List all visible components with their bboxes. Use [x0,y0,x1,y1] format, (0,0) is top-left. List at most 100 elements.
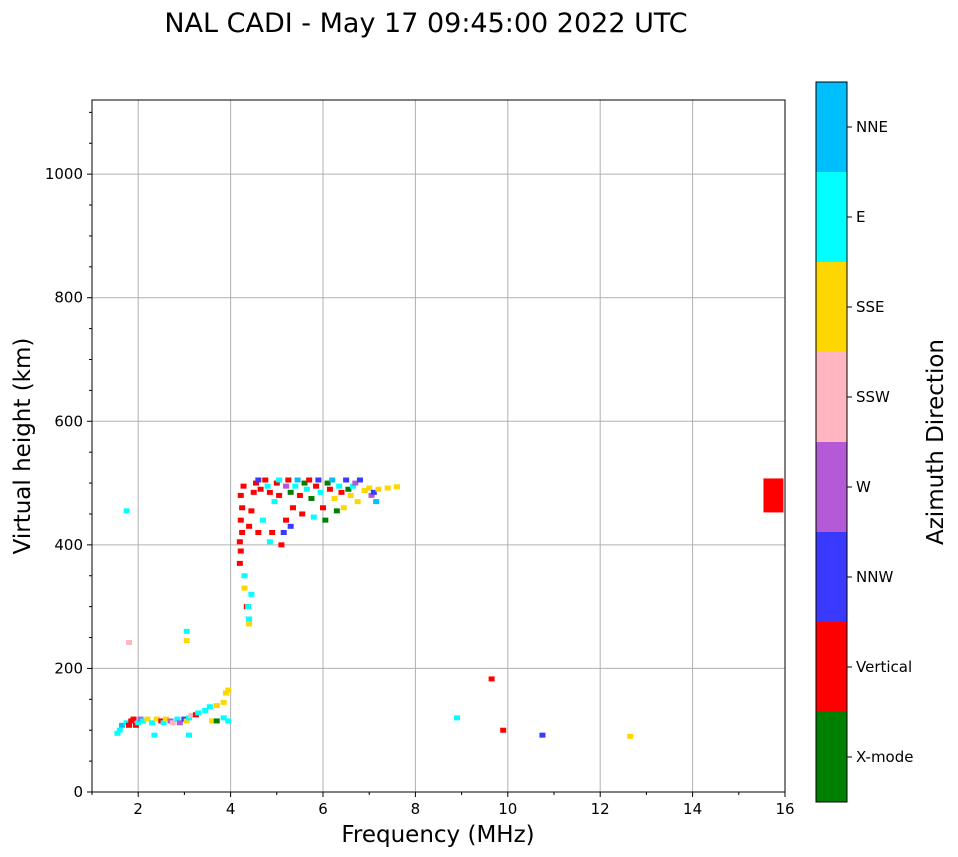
echo-marker [285,477,292,483]
echo-marker [241,573,248,579]
echo-marker [384,485,391,491]
echo-marker [343,477,350,483]
echo-marker [139,718,146,724]
echo-marker [361,487,368,493]
echo-marker [114,730,121,736]
echo-marker [331,496,338,502]
echo-marker [250,489,257,495]
y-tick-label: 600 [54,412,83,430]
echo-marker [236,560,243,566]
echo-marker [125,722,132,728]
x-tick-label: 14 [683,800,702,818]
echo-marker [206,704,213,710]
x-tick-label: 8 [411,800,421,818]
echo-marker [160,720,167,726]
echo-marker [169,720,176,726]
echo-marker [125,639,132,645]
echo-marker [153,716,160,722]
echo-marker [280,530,287,535]
echo-marker [246,523,253,529]
echo-marker [209,718,216,724]
echo-marker [488,676,495,682]
y-tick-label: 0 [73,783,83,801]
echo-marker [310,514,317,520]
colorbar-category-label: SSW [856,388,890,406]
y-tick-label: 200 [54,659,83,677]
x-axis-label: Frequency (MHz) [341,822,534,848]
echo-marker [213,703,220,708]
colorbar-category-label: NNW [856,568,893,586]
echo-marker [287,523,294,529]
echo-marker [289,505,296,511]
echo-marker [149,720,156,726]
echo-marker [271,499,278,505]
echo-marker [237,517,244,523]
echo-marker [237,492,244,498]
echo-marker [276,492,283,498]
data-markers [114,477,784,739]
grid-lines [92,100,786,793]
colorbar-category-label: Vertical [856,658,912,676]
echo-marker [257,486,264,492]
echo-marker [283,483,290,489]
echo-marker [306,477,313,483]
echo-marker [308,496,315,502]
echo-marker [370,489,377,495]
colorbar-segment [816,82,847,172]
echo-marker [174,716,181,722]
x-tick-label: 10 [498,800,517,818]
plot-area-frame [91,99,786,793]
echo-marker [393,484,400,490]
echo-marker [354,499,361,505]
echo-marker [264,483,271,489]
echo-marker [763,478,784,513]
echo-marker [116,727,123,733]
echo-marker [183,718,190,724]
echo-marker [329,477,336,483]
echo-marker [225,718,232,724]
echo-marker [248,591,255,597]
echo-marker [162,716,169,722]
echo-marker [246,616,253,622]
echo-marker [283,517,290,523]
echo-marker [220,699,227,705]
echo-marker [340,505,347,511]
echo-marker [299,511,306,517]
echo-marker [246,621,253,627]
echo-marker [296,492,303,498]
echo-marker [322,517,329,523]
echo-marker [239,505,246,511]
echo-marker [326,486,333,492]
echo-marker [236,539,243,545]
x-tick-label: 4 [226,800,236,818]
colorbar-category-label: NNE [856,118,888,136]
echo-marker [539,732,546,738]
echo-marker [294,477,301,483]
echo-marker [259,517,266,523]
echo-marker [183,638,190,644]
echo-marker [301,480,308,486]
echo-marker [276,477,283,483]
y-tick-label: 1000 [45,165,83,183]
echo-marker [313,483,320,489]
echo-marker [266,539,273,545]
echo-marker [338,489,345,495]
y-axis-label: Virtual height (km) [10,338,36,555]
echo-marker [119,722,126,728]
x-tick-label: 16 [775,800,794,818]
echo-marker [245,604,252,610]
colorbar-segment [816,532,847,622]
echo-marker [333,508,340,514]
echo-marker [320,505,326,511]
echo-marker [186,732,193,738]
echo-marker [220,715,227,721]
y-tick-label: 800 [54,289,83,307]
echo-marker [345,486,352,492]
x-tick-label: 2 [133,800,143,818]
echo-marker [336,483,343,489]
echo-marker [373,499,380,505]
colorbar: X-mode Vertical NNW W SSW SSE E NNE [816,82,913,802]
echo-marker [135,720,142,726]
colorbar-frame [815,81,848,803]
